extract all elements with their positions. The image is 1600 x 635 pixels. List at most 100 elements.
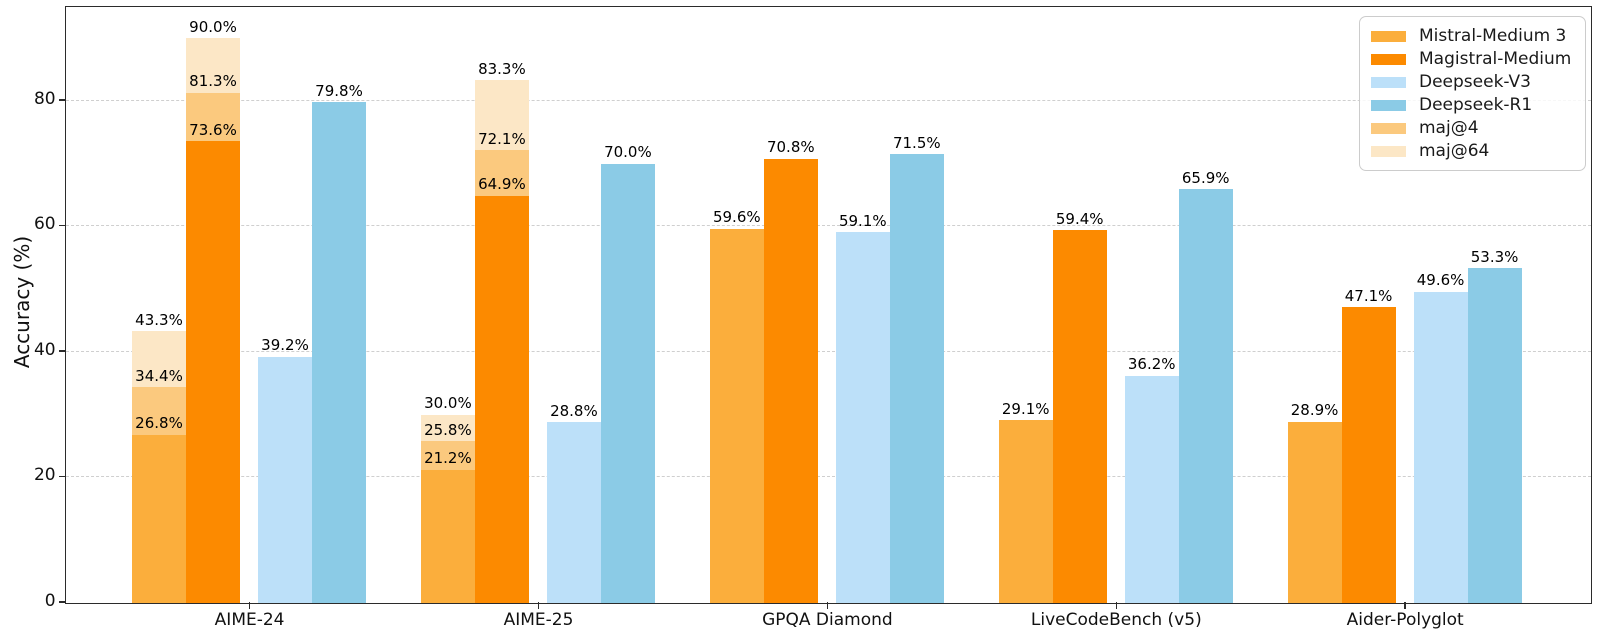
gridline-80 xyxy=(66,99,1591,101)
x-category-label: GPQA Diamond xyxy=(762,610,893,630)
legend-label-0: Mistral-Medium 3 xyxy=(1419,26,1567,46)
x-tick-3 xyxy=(1115,602,1118,609)
gridline-40 xyxy=(66,350,1591,352)
bar-value-label: 53.3% xyxy=(1470,247,1519,266)
legend-item-3: Deepseek-R1 xyxy=(1371,95,1575,115)
bar-value-label: 30.0% xyxy=(424,394,472,413)
y-tick-label-20: 20 xyxy=(33,465,56,486)
legend-item-1: Magistral-Medium xyxy=(1371,49,1575,69)
bar-deepseek-v3 xyxy=(835,232,890,603)
x-tick-1 xyxy=(537,602,540,609)
legend: Mistral-Medium 3 Magistral-Medium Deepseek… xyxy=(1359,16,1586,171)
bar-value-label: 73.6% xyxy=(189,120,237,139)
bar-mistral-medium-3 xyxy=(420,469,475,603)
legend-swatch-0 xyxy=(1371,30,1406,42)
bar-magistral-medium xyxy=(763,158,818,603)
y-tick-0 xyxy=(59,601,67,603)
y-tick-20 xyxy=(59,475,67,478)
bar-value-label: 65.9% xyxy=(1181,168,1230,187)
x-category-label: AIME-24 xyxy=(214,610,285,630)
bar-value-label: 28.9% xyxy=(1290,401,1339,420)
legend-item-0: Mistral-Medium 3 xyxy=(1371,26,1575,46)
legend-swatch-3 xyxy=(1371,99,1406,111)
bar-value-label: 34.4% xyxy=(135,366,183,385)
bar-magistral-medium xyxy=(1052,230,1107,603)
overlay-segment-maj-64 xyxy=(420,414,475,442)
y-tick-label-80: 80 xyxy=(33,88,56,109)
x-category-label: AIME-25 xyxy=(503,610,574,630)
legend-label-3: Deepseek-R1 xyxy=(1419,95,1533,115)
bar-value-label: 70.0% xyxy=(604,143,652,162)
bar-value-label: 59.1% xyxy=(838,211,887,230)
bar-mistral-medium-3 xyxy=(709,228,764,603)
bar-mistral-medium-3 xyxy=(1287,421,1342,603)
bar-deepseek-r1 xyxy=(889,154,944,603)
bar-value-label: 71.5% xyxy=(892,133,941,152)
overlay-segment-maj-64 xyxy=(474,80,529,151)
overlay-segment-maj-4 xyxy=(132,387,186,435)
overlay-segment-maj-4 xyxy=(186,92,240,142)
bar-value-label: 59.4% xyxy=(1055,209,1104,228)
bar-deepseek-r1 xyxy=(1467,268,1522,603)
bar-deepseek-r1 xyxy=(312,102,366,603)
legend-swatch-1 xyxy=(1371,53,1406,65)
bar-value-label: 49.6% xyxy=(1416,271,1465,290)
bar-mistral-medium-3 xyxy=(132,434,186,603)
bar-value-label: 64.9% xyxy=(478,175,526,194)
legend-swatch-4 xyxy=(1371,122,1406,134)
legend-label-5: maj@64 xyxy=(1419,141,1490,161)
bar-value-label: 83.3% xyxy=(478,59,526,78)
legend-label-1: Magistral-Medium xyxy=(1419,49,1572,69)
overlay-segment-maj-64 xyxy=(186,38,240,93)
legend-swatch-2 xyxy=(1371,76,1406,88)
legend-swatch-5 xyxy=(1371,145,1406,157)
bar-deepseek-v3 xyxy=(1124,375,1179,603)
overlay-segment-maj-4 xyxy=(420,441,475,470)
bar-magistral-medium xyxy=(186,141,240,603)
bar-magistral-medium xyxy=(474,195,529,603)
y-tick-80 xyxy=(59,99,67,101)
bar-mistral-medium-3 xyxy=(998,420,1053,603)
bar-value-label: 25.8% xyxy=(424,420,472,439)
bar-deepseek-v3 xyxy=(258,356,312,603)
bar-value-label: 36.2% xyxy=(1127,355,1176,374)
x-tick-4 xyxy=(1404,602,1406,609)
bar-deepseek-v3 xyxy=(1413,291,1468,603)
x-category-label: Aider-Polyglot xyxy=(1346,610,1464,630)
bar-value-label: 43.3% xyxy=(135,310,183,329)
legend-item-4: maj@4 xyxy=(1371,118,1575,138)
legend-label-4: maj@4 xyxy=(1419,118,1479,138)
y-tick-label-40: 40 xyxy=(33,339,56,360)
x-tick-2 xyxy=(826,602,829,609)
bar-value-label: 79.8% xyxy=(315,81,363,100)
bar-value-label: 90.0% xyxy=(189,17,237,36)
overlay-segment-maj-4 xyxy=(474,150,529,196)
y-tick-60 xyxy=(59,224,67,227)
gridline-20 xyxy=(66,476,1591,478)
bar-deepseek-v3 xyxy=(546,422,601,603)
bar-magistral-medium xyxy=(1341,307,1396,603)
bar-value-label: 70.8% xyxy=(766,138,815,157)
y-tick-40 xyxy=(59,350,67,352)
bar-deepseek-r1 xyxy=(1178,189,1233,603)
bar-deepseek-r1 xyxy=(600,163,655,603)
bar-value-label: 26.8% xyxy=(135,414,183,433)
bar-value-label: 39.2% xyxy=(261,336,309,355)
bar-value-label: 29.1% xyxy=(1001,399,1050,418)
legend-item-5: maj@64 xyxy=(1371,141,1575,161)
bar-value-label: 28.8% xyxy=(550,401,598,420)
bar-value-label: 59.6% xyxy=(712,208,761,227)
legend-label-2: Deepseek-V3 xyxy=(1419,72,1532,92)
y-tick-label-60: 60 xyxy=(33,214,56,235)
y-tick-label-0: 0 xyxy=(44,591,56,611)
overlay-segment-maj-64 xyxy=(132,331,186,388)
plot-area: 26.8% 34.4% 43.3% 73.6% 81.3% 90.0% 39.2% 79.8%… xyxy=(65,6,1592,604)
legend-item-2: Deepseek-V3 xyxy=(1371,72,1575,92)
bar-value-label: 81.3% xyxy=(189,72,237,91)
x-tick-0 xyxy=(248,602,251,609)
bar-value-label: 47.1% xyxy=(1344,286,1393,305)
x-category-label: LiveCodeBench (v5) xyxy=(1030,610,1202,630)
bar-value-label: 21.2% xyxy=(424,449,472,468)
bar-value-label: 72.1% xyxy=(478,129,526,148)
